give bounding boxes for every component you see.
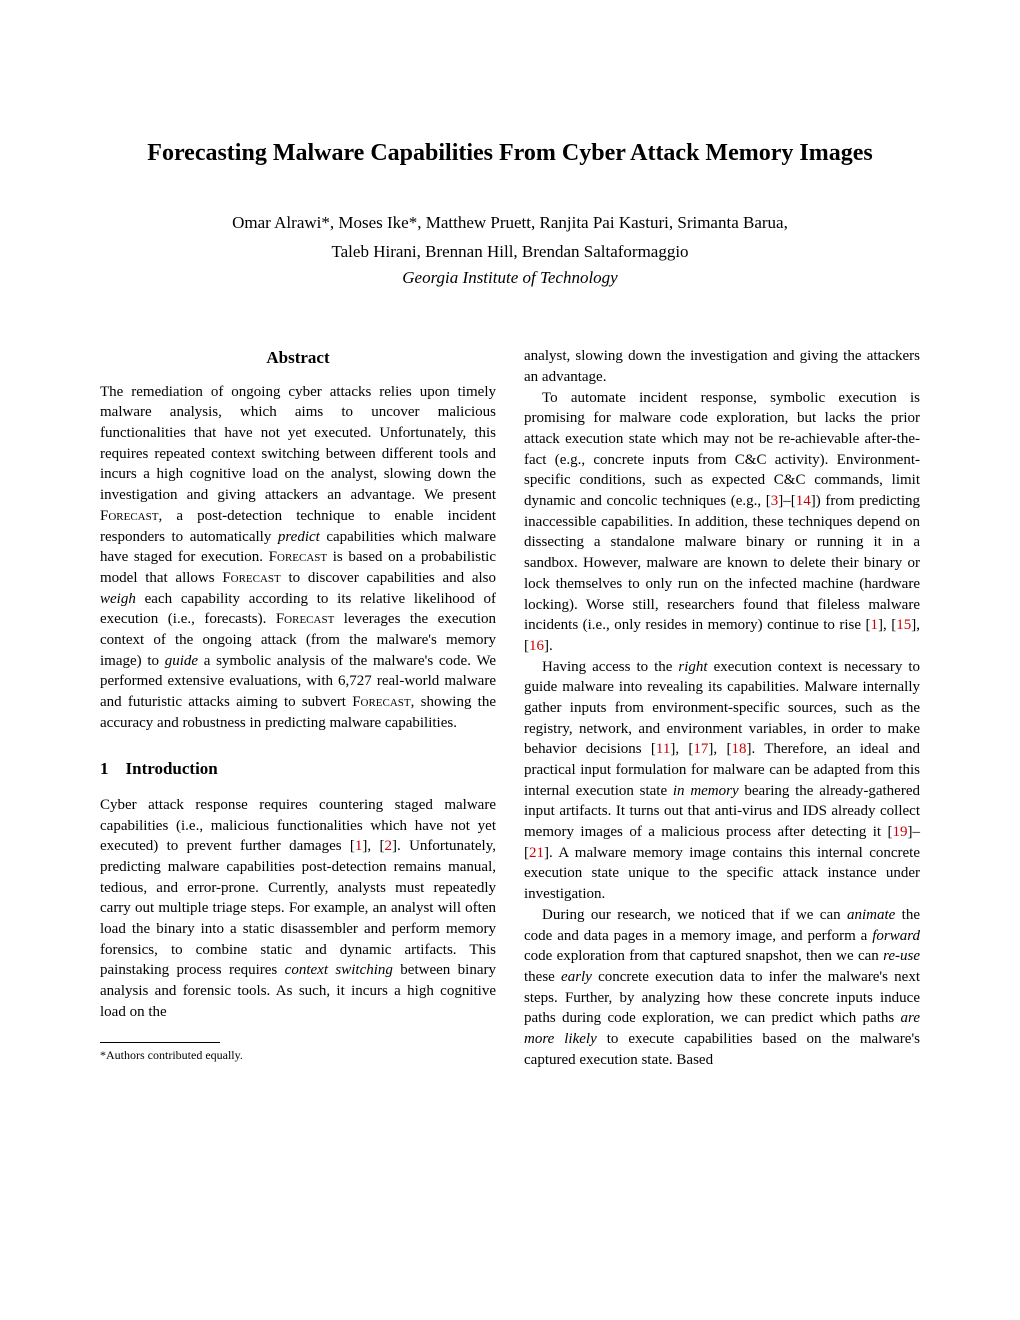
left-column: Abstract The remediation of ongoing cybe… [100, 346, 496, 1070]
forecast-name: Forecast [222, 570, 280, 586]
citation-1b[interactable]: 1 [871, 617, 879, 633]
citation-11[interactable]: 11 [656, 741, 670, 757]
text: ]–[ [778, 493, 796, 509]
citation-15[interactable]: 15 [896, 617, 911, 633]
authors-line-1: Omar Alrawi*, Moses Ike*, Matthew Pruett… [100, 211, 920, 236]
text: ], [ [878, 617, 896, 633]
emph-forward: forward [872, 928, 920, 944]
right-column: analyst, slowing down the investigation … [524, 346, 920, 1070]
emph-reuse: re-use [883, 948, 920, 964]
emph-animate: animate [847, 907, 895, 923]
abstract-heading: Abstract [100, 346, 496, 369]
citation-17[interactable]: 17 [693, 741, 708, 757]
forecast-name: Forecast [352, 694, 410, 710]
text: During our research, we noticed that if … [542, 907, 847, 923]
section-1-heading: 1 Introduction [100, 757, 496, 780]
emph-predict: predict [278, 529, 320, 545]
emph-guide: guide [165, 653, 198, 669]
citation-16[interactable]: 16 [529, 638, 544, 654]
abstract-paragraph: The remediation of ongoing cyber attacks… [100, 382, 496, 734]
text: to discover capabilities and also [281, 570, 496, 586]
text: ]. Unfortunately, predicting malware cap… [100, 838, 496, 978]
text: ], [ [670, 741, 693, 757]
right-paragraph-1: To automate incident response, symbolic … [524, 388, 920, 657]
right-paragraph-2: Having access to the right execution con… [524, 657, 920, 905]
text: ], [ [708, 741, 731, 757]
emph-right: right [678, 659, 707, 675]
text: Having access to the [542, 659, 678, 675]
two-column-body: Abstract The remediation of ongoing cybe… [100, 346, 920, 1070]
emph-context-switching: context switching [285, 962, 393, 978]
footnote: *Authors contributed equally. [100, 1047, 496, 1064]
citation-2[interactable]: 2 [384, 838, 392, 854]
citation-18[interactable]: 18 [731, 741, 746, 757]
forecast-name: Forecast [100, 508, 158, 524]
intro-paragraph-1: Cyber attack response requires counterin… [100, 795, 496, 1023]
emph-weigh: weigh [100, 591, 136, 607]
forecast-name: Forecast [276, 611, 334, 627]
emph-early: early [561, 969, 592, 985]
text: To automate incident response, symbolic … [524, 390, 920, 509]
authors-line-2: Taleb Hirani, Brennan Hill, Brendan Salt… [100, 240, 920, 265]
citation-14[interactable]: 14 [796, 493, 811, 509]
forecast-name: Forecast [269, 549, 327, 565]
text: ], [ [362, 838, 384, 854]
affiliation: Georgia Institute of Technology [100, 268, 920, 288]
right-paragraph-3: During our research, we noticed that if … [524, 905, 920, 1071]
citation-21[interactable]: 21 [529, 845, 544, 861]
text: ]. A malware memory image contains this … [524, 845, 920, 902]
text: these [524, 969, 561, 985]
citation-19[interactable]: 19 [893, 824, 908, 840]
text: code exploration from that captured snap… [524, 948, 883, 964]
paper-title: Forecasting Malware Capabilities From Cy… [100, 140, 920, 167]
paper-page: Forecasting Malware Capabilities From Cy… [0, 0, 1020, 1130]
text: ]. [544, 638, 553, 654]
emph-in-memory: in memory [673, 783, 739, 799]
text: The remediation of ongoing cyber attacks… [100, 384, 496, 503]
footnote-rule [100, 1042, 220, 1043]
right-continuation: analyst, slowing down the investigation … [524, 346, 920, 387]
text: analyst, slowing down the investigation … [524, 348, 920, 385]
text: ]) from predicting inaccessible capabili… [524, 493, 920, 633]
